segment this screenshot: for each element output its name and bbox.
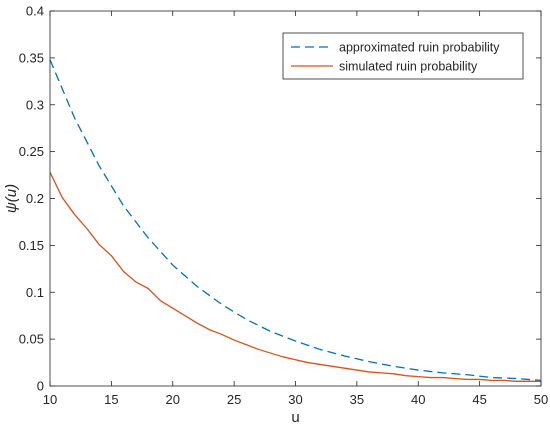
series-line-2 [49, 171, 541, 382]
x-axis-label: u [291, 409, 299, 426]
y-tick-label: 0.2 [26, 191, 44, 206]
y-tick-label: 0.05 [19, 332, 44, 347]
x-tick-label: 15 [104, 392, 118, 407]
legend-label-1: approximated ruin probability [339, 41, 500, 55]
legend: approximated ruin probability simulated r… [282, 32, 524, 80]
x-tick-label: 10 [43, 392, 57, 407]
x-tick-label: 30 [288, 392, 302, 407]
x-tick-label: 35 [350, 392, 364, 407]
x-tick-label: 45 [472, 392, 486, 407]
y-tick-label: 0.25 [19, 144, 44, 159]
y-tick-label: 0.1 [26, 285, 44, 300]
y-tick-label: 0.3 [26, 97, 44, 112]
x-tick-label: 25 [227, 392, 241, 407]
y-tick-label: 0.15 [19, 238, 44, 253]
x-tick-label: 50 [534, 392, 548, 407]
y-tick-label: 0.35 [19, 50, 44, 65]
legend-label-2: simulated ruin probability [339, 60, 478, 74]
series-line-1 [49, 59, 542, 382]
y-tick-label: 0 [37, 379, 44, 394]
y-axis-label: ψ(u) [3, 184, 20, 213]
legend-box [282, 32, 524, 80]
x-tick-label: 20 [166, 392, 180, 407]
y-tick-label: 0.4 [26, 4, 44, 19]
x-tick-label: 40 [411, 392, 425, 407]
